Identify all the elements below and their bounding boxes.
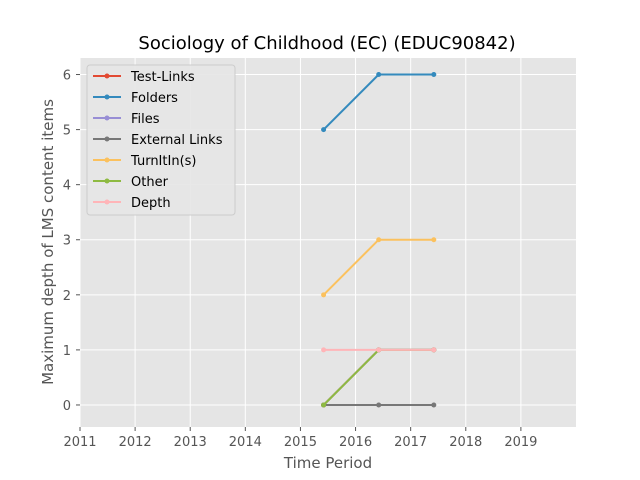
legend-label: Folders xyxy=(131,91,178,106)
x-tick-label: 2012 xyxy=(119,435,152,450)
legend-item-folders: Folders xyxy=(93,91,178,106)
data-point-external-links xyxy=(431,402,437,408)
data-point-folders xyxy=(376,72,382,78)
tick-labels: 2011 2012 2013 2014 2015 2016 2017 2018 2019 0 1 2 3… xyxy=(63,69,538,450)
legend: Test-Links Folders Files External Links Turn… xyxy=(86,64,236,216)
legend-label: Depth xyxy=(131,196,171,211)
legend-item-files: Files xyxy=(93,112,160,127)
legend-label: Files xyxy=(131,112,160,127)
legend-marker xyxy=(104,136,110,142)
legend-marker xyxy=(104,94,110,100)
y-tick-label: 4 xyxy=(63,179,71,194)
legend-label: TurnItIn(s) xyxy=(130,154,196,169)
series-folders xyxy=(321,72,437,133)
x-axis-label: Time Period xyxy=(283,454,372,472)
data-point-depth xyxy=(431,347,437,353)
legend-item-turnitin-s: TurnItIn(s) xyxy=(93,154,196,169)
legend-marker xyxy=(104,157,110,163)
legend-item-depth: Depth xyxy=(93,196,171,211)
y-axis-label: Maximum depth of LMS content items xyxy=(39,99,57,385)
data-point-depth xyxy=(321,347,327,353)
y-tick-label: 0 xyxy=(63,399,71,414)
data-point-folders xyxy=(321,127,327,133)
data-point-external-links xyxy=(376,402,382,408)
series-lines xyxy=(321,72,437,408)
x-tick-label: 2011 xyxy=(63,435,96,450)
legend-label: Other xyxy=(131,175,169,190)
x-tick-label: 2019 xyxy=(504,435,537,450)
series-turnitin-s xyxy=(321,237,437,298)
data-point-depth xyxy=(376,347,382,353)
legend-item-external-links: External Links xyxy=(93,133,223,148)
series-depth xyxy=(321,347,437,353)
y-tick-label: 3 xyxy=(63,234,71,249)
legend-marker xyxy=(104,199,110,205)
data-point-other xyxy=(321,402,327,408)
x-tick-label: 2013 xyxy=(174,435,207,450)
chart-title: Sociology of Childhood (EC) (EDUC90842) xyxy=(138,33,515,54)
legend-item-test-links: Test-Links xyxy=(93,70,195,85)
y-tick-label: 6 xyxy=(63,69,71,84)
legend-item-other: Other xyxy=(93,175,169,190)
legend-label: Test-Links xyxy=(130,70,195,85)
x-tick-label: 2015 xyxy=(284,435,317,450)
data-point-folders xyxy=(431,72,437,78)
y-tick-label: 1 xyxy=(63,344,71,359)
data-point-turnitin-s xyxy=(321,292,327,298)
legend-marker xyxy=(104,178,110,184)
y-tick-label: 5 xyxy=(63,124,71,139)
legend-marker xyxy=(104,115,110,121)
legend-label: External Links xyxy=(131,133,223,148)
x-tick-label: 2018 xyxy=(449,435,482,450)
legend-box xyxy=(86,64,236,216)
x-tick-label: 2016 xyxy=(339,435,372,450)
legend-marker xyxy=(104,73,110,79)
data-point-turnitin-s xyxy=(376,237,382,243)
x-tick-label: 2017 xyxy=(394,435,427,450)
y-tick-label: 2 xyxy=(63,289,71,304)
x-tick-label: 2014 xyxy=(229,435,262,450)
data-point-turnitin-s xyxy=(431,237,437,243)
